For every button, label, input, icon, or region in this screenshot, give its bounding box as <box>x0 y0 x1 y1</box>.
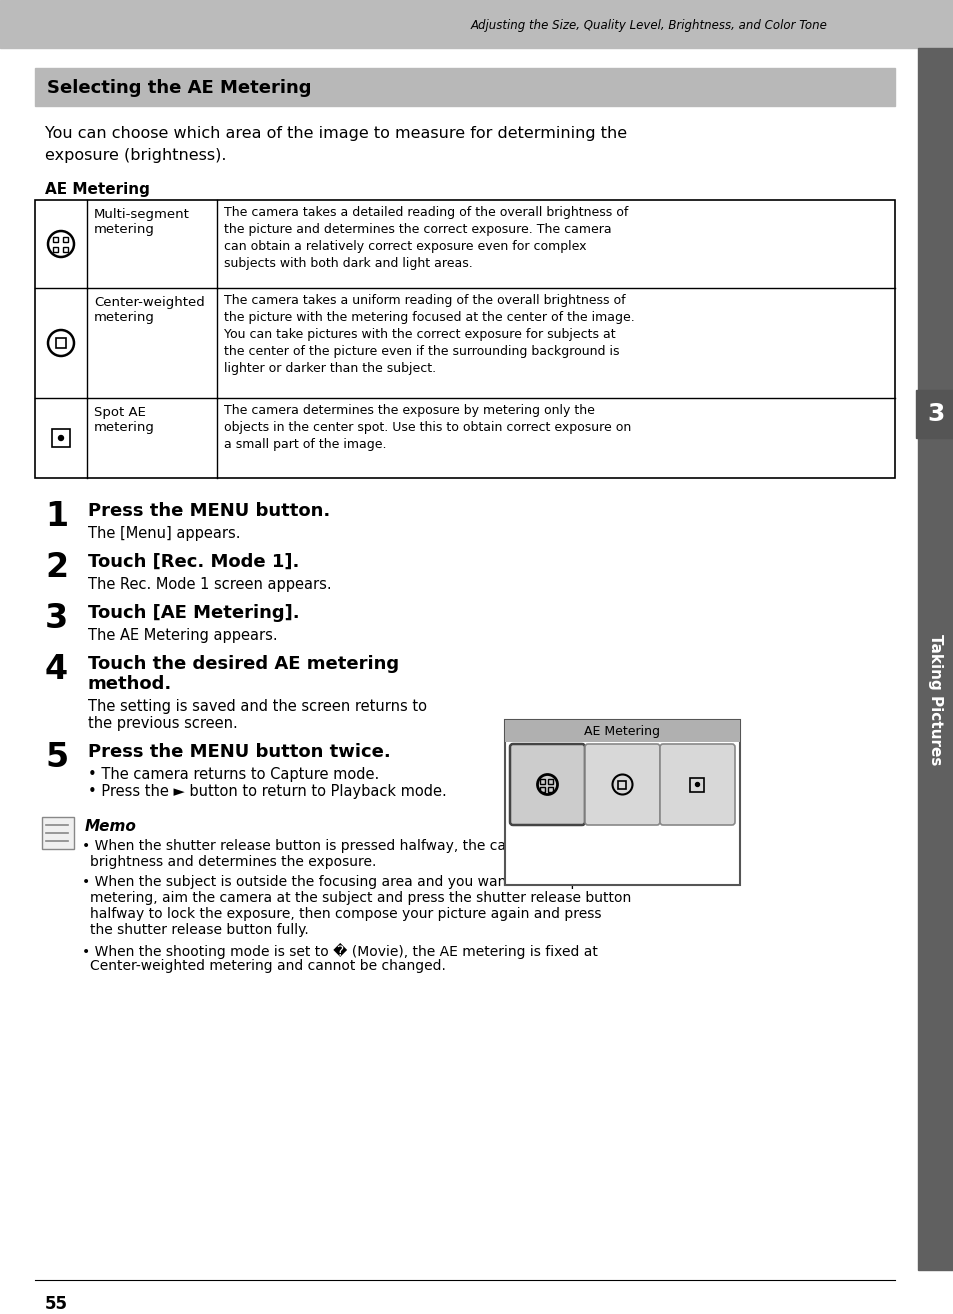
Text: AE Metering: AE Metering <box>45 183 150 197</box>
Text: • The camera returns to Capture mode.: • The camera returns to Capture mode. <box>88 767 379 782</box>
Text: The camera determines the exposure by metering only the
objects in the center sp: The camera determines the exposure by me… <box>224 403 631 451</box>
FancyBboxPatch shape <box>510 744 584 825</box>
FancyBboxPatch shape <box>584 744 659 825</box>
Text: the previous screen.: the previous screen. <box>88 716 237 731</box>
Bar <box>504 720 740 742</box>
Bar <box>504 720 740 886</box>
Text: The setting is saved and the screen returns to: The setting is saved and the screen retu… <box>88 699 427 714</box>
Text: 1: 1 <box>45 501 68 533</box>
Text: Touch the desired AE metering: Touch the desired AE metering <box>88 654 398 673</box>
Circle shape <box>695 783 699 787</box>
FancyBboxPatch shape <box>510 744 584 825</box>
Text: The camera takes a detailed reading of the overall brightness of
the picture and: The camera takes a detailed reading of t… <box>224 206 628 269</box>
Bar <box>540 778 545 783</box>
Text: The AE Metering appears.: The AE Metering appears. <box>88 628 277 643</box>
Text: Press the MENU button twice.: Press the MENU button twice. <box>88 742 391 761</box>
Text: Adjusting the Size, Quality Level, Brightness, and Color Tone: Adjusting the Size, Quality Level, Brigh… <box>470 20 826 33</box>
Text: Multi-segment
metering: Multi-segment metering <box>94 208 190 237</box>
Text: Selecting the AE Metering: Selecting the AE Metering <box>47 79 312 97</box>
Text: 3: 3 <box>926 402 943 426</box>
Bar <box>35 68 894 106</box>
FancyBboxPatch shape <box>659 744 734 825</box>
Bar <box>56 338 66 348</box>
Text: • When the shutter release button is pressed halfway, the camera meters the: • When the shutter release button is pre… <box>82 840 622 853</box>
Text: The [Menu] appears.: The [Menu] appears. <box>88 526 240 541</box>
Text: Memo: Memo <box>85 819 136 834</box>
Text: Center-weighted
metering: Center-weighted metering <box>94 296 205 325</box>
Bar <box>35 200 894 478</box>
Bar <box>63 247 68 252</box>
Bar <box>548 778 553 783</box>
Text: 3: 3 <box>45 602 69 635</box>
Text: You can choose which area of the image to measure for determining the: You can choose which area of the image t… <box>45 126 626 141</box>
Text: • When the subject is outside the focusing area and you want to use spot AE: • When the subject is outside the focusi… <box>82 875 616 890</box>
Bar <box>618 781 626 788</box>
Text: the shutter release button fully.: the shutter release button fully. <box>90 922 309 937</box>
Bar <box>548 787 553 791</box>
Text: Touch [AE Metering].: Touch [AE Metering]. <box>88 604 299 622</box>
Text: exposure (brightness).: exposure (brightness). <box>45 148 226 163</box>
Text: The Rec. Mode 1 screen appears.: The Rec. Mode 1 screen appears. <box>88 577 332 593</box>
Text: Press the MENU button.: Press the MENU button. <box>88 502 330 520</box>
Text: 55: 55 <box>45 1296 68 1313</box>
Bar <box>540 787 545 791</box>
Text: method.: method. <box>88 675 172 692</box>
Text: Spot AE
metering: Spot AE metering <box>94 406 154 434</box>
Bar <box>915 390 953 438</box>
Bar <box>53 247 58 252</box>
Text: 5: 5 <box>45 741 69 774</box>
Text: Touch [Rec. Mode 1].: Touch [Rec. Mode 1]. <box>88 553 299 572</box>
Bar <box>63 237 68 242</box>
Text: Taking Pictures: Taking Pictures <box>927 635 943 766</box>
Bar <box>42 817 74 849</box>
Text: The camera takes a uniform reading of the overall brightness of
the picture with: The camera takes a uniform reading of th… <box>224 294 634 374</box>
Text: Center-weighted metering and cannot be changed.: Center-weighted metering and cannot be c… <box>90 959 445 972</box>
Text: 2: 2 <box>45 551 68 583</box>
Text: • When the shooting mode is set to � (Movie), the AE metering is fixed at: • When the shooting mode is set to � (Mo… <box>82 943 598 959</box>
Bar <box>0 0 953 49</box>
Text: AE Metering: AE Metering <box>584 724 659 737</box>
Circle shape <box>58 435 64 440</box>
Text: 4: 4 <box>45 653 68 686</box>
Text: metering, aim the camera at the subject and press the shutter release button: metering, aim the camera at the subject … <box>90 891 631 905</box>
Bar <box>690 778 703 791</box>
Text: • Press the ► button to return to Playback mode.: • Press the ► button to return to Playba… <box>88 784 446 799</box>
Text: brightness and determines the exposure.: brightness and determines the exposure. <box>90 855 376 869</box>
Bar <box>917 49 953 1271</box>
Text: halfway to lock the exposure, then compose your picture again and press: halfway to lock the exposure, then compo… <box>90 907 601 921</box>
Bar <box>52 428 70 447</box>
Bar <box>53 237 58 242</box>
